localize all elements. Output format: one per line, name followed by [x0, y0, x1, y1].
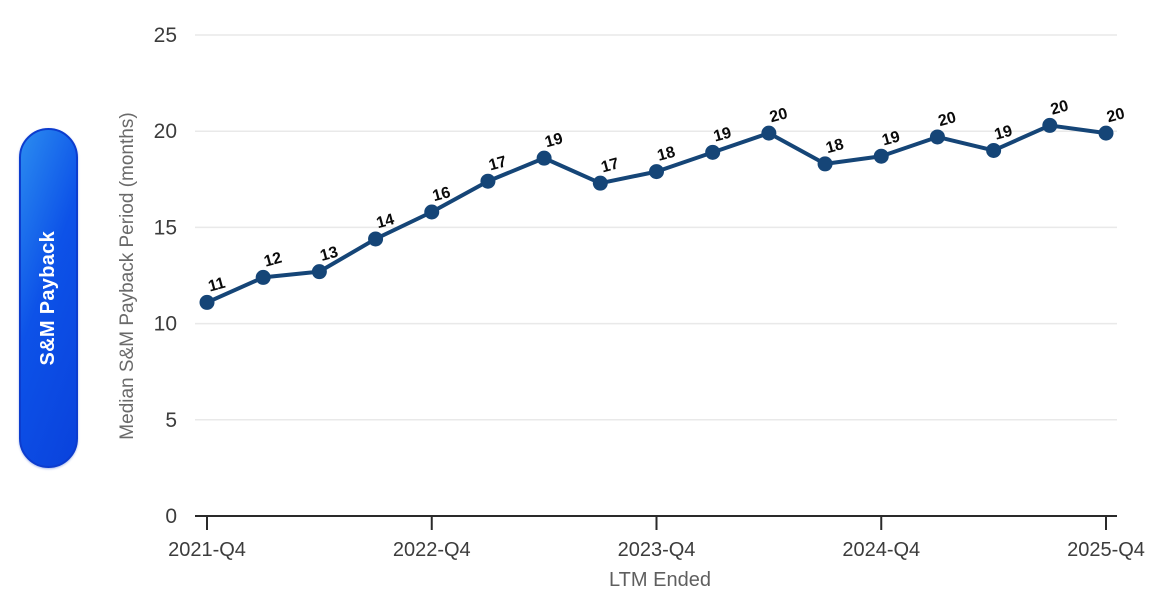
- data-point: [761, 125, 777, 141]
- sm-payback-pill[interactable]: S&M Payback: [19, 128, 78, 468]
- y-tick-label: 0: [165, 505, 177, 528]
- y-tick-label: 10: [154, 313, 177, 336]
- data-point-label: 20: [936, 109, 958, 130]
- data-point: [311, 264, 327, 280]
- data-point-label: 20: [1049, 98, 1071, 119]
- y-axis-title: Median S&M Payback Period (months): [117, 112, 138, 439]
- data-point-label: 14: [375, 211, 397, 232]
- data-point: [929, 129, 945, 145]
- x-tick-label: 2021-Q4: [168, 539, 246, 561]
- data-point: [817, 156, 833, 172]
- data-point: [255, 269, 271, 285]
- data-point-label: 20: [768, 105, 790, 126]
- data-point: [873, 148, 889, 164]
- data-point-label: 19: [993, 123, 1015, 144]
- x-tick-label: 2025-Q4: [1067, 539, 1145, 561]
- y-tick-label: 20: [154, 120, 177, 143]
- data-point: [1098, 125, 1114, 141]
- data-point: [986, 142, 1002, 158]
- data-point: [592, 175, 608, 191]
- x-tick-label: 2022-Q4: [393, 539, 471, 561]
- data-point-label: 19: [712, 124, 734, 145]
- y-tick-label: 5: [165, 409, 177, 432]
- x-tick-label: 2024-Q4: [842, 539, 920, 561]
- data-point-label: 19: [543, 130, 565, 151]
- data-point: [368, 231, 384, 247]
- data-point: [649, 164, 664, 180]
- data-point-label: 18: [824, 136, 846, 157]
- y-tick-label: 15: [154, 216, 177, 239]
- data-point: [424, 204, 440, 220]
- data-point-label: 16: [431, 184, 453, 205]
- data-point: [536, 150, 552, 166]
- x-tick-label: 2023-Q4: [618, 539, 696, 561]
- data-point-label: 13: [318, 244, 340, 265]
- data-point: [480, 173, 496, 189]
- data-point-label: 17: [487, 153, 509, 174]
- data-point: [1042, 117, 1058, 133]
- data-point-label: 12: [262, 250, 284, 271]
- data-point-label: 11: [206, 275, 227, 296]
- data-point-label: 20: [1105, 105, 1127, 126]
- x-axis-title: LTM Ended: [609, 569, 711, 591]
- data-point-label: 18: [656, 144, 678, 165]
- y-tick-label: 25: [154, 24, 177, 47]
- data-point: [705, 144, 721, 160]
- data-point: [199, 294, 215, 310]
- data-point-label: 19: [880, 128, 902, 149]
- data-point-label: 17: [599, 155, 621, 176]
